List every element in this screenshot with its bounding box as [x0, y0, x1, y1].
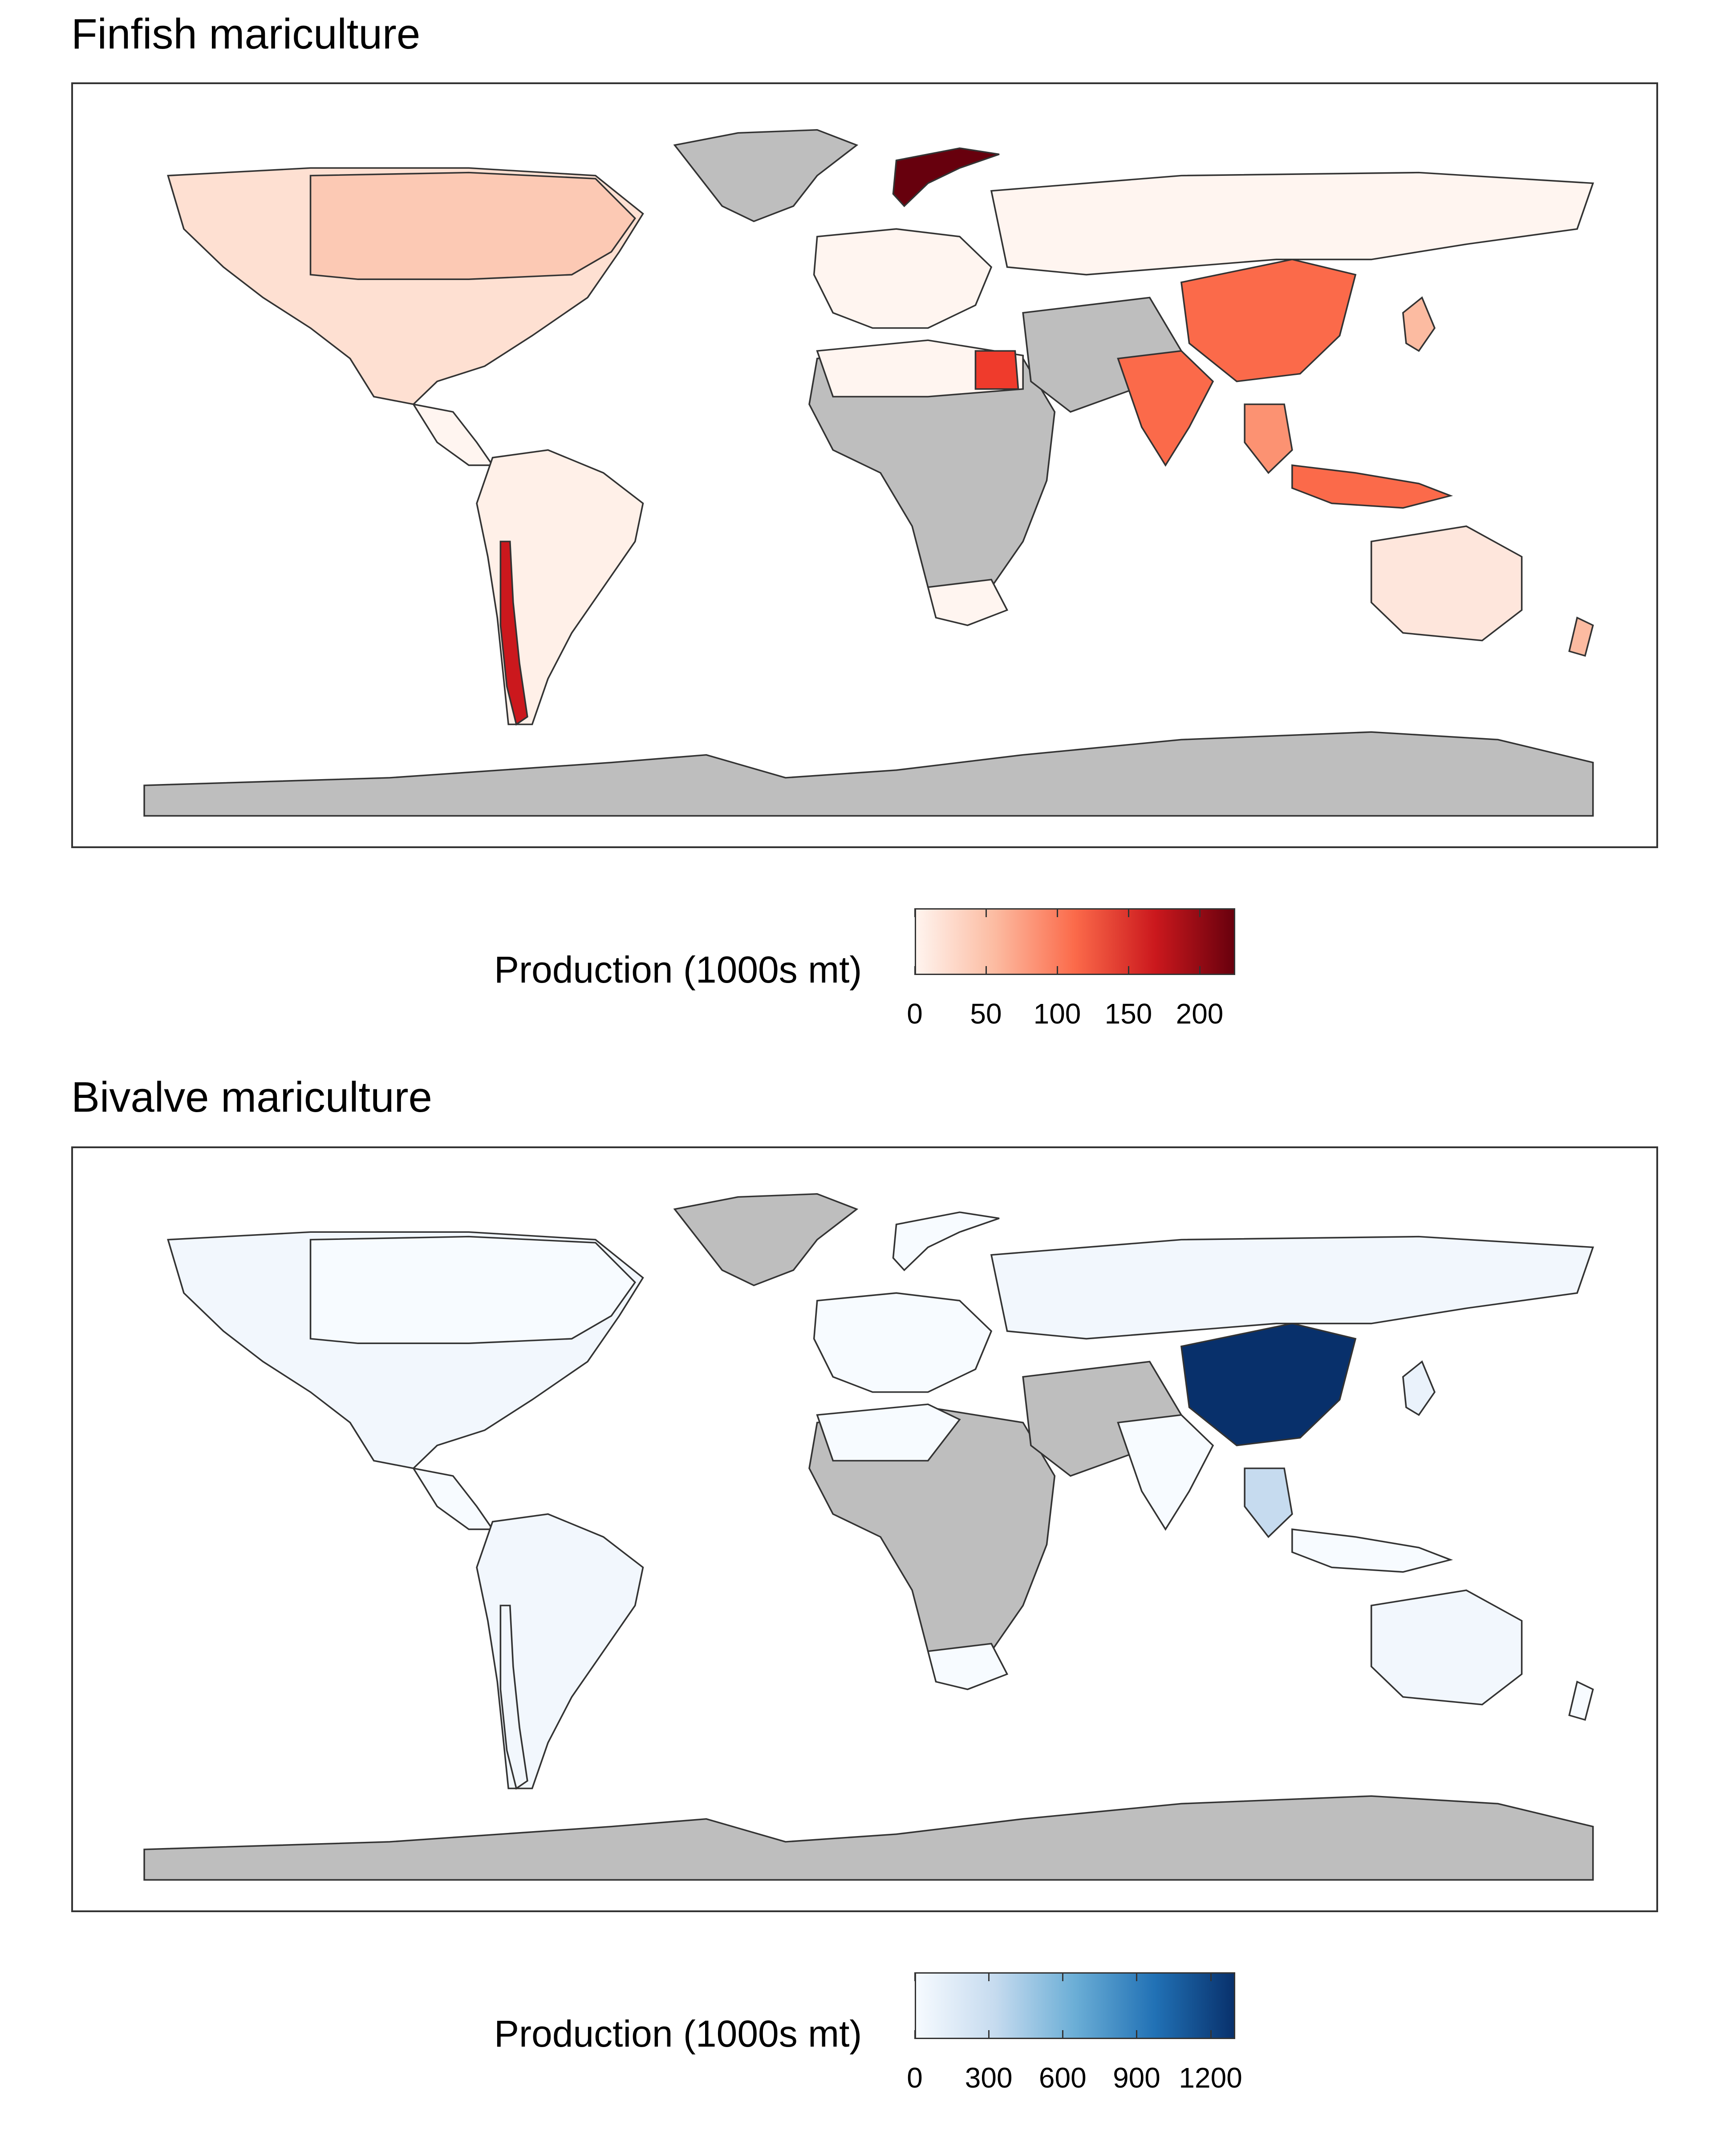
legend-tick	[1128, 966, 1129, 975]
china-region	[1180, 1323, 1357, 1446]
legend-tick-label: 200	[1176, 998, 1224, 1030]
south-africa-region	[927, 1642, 1009, 1690]
map-svg-bivalve	[143, 1193, 1594, 1881]
north-africa-region	[816, 1403, 961, 1462]
legend-title: Production (1000s mt)	[494, 2013, 862, 2055]
legend-tick	[1057, 966, 1058, 975]
world-map-finfish	[71, 82, 1658, 848]
map-svg-finfish	[143, 129, 1594, 817]
australia-region	[1370, 525, 1523, 642]
color-ramp-frame	[915, 1972, 1235, 2039]
legend-tick	[1062, 1972, 1064, 1981]
south-africa-region	[927, 578, 1009, 626]
legend-tick	[988, 1972, 990, 1981]
legend-tick-label: 0	[907, 998, 923, 1030]
legend-tick	[1199, 908, 1201, 917]
norway-region	[892, 147, 1000, 207]
legend-tick	[914, 2030, 916, 2039]
new-zealand-region	[1568, 616, 1594, 657]
color-ramp-gradient	[915, 1972, 1235, 2039]
southeast-asia-region	[1244, 403, 1293, 474]
central-america-region	[412, 1467, 494, 1530]
legend-tick-label: 600	[1038, 2062, 1087, 2094]
europe-region	[813, 1292, 993, 1393]
legend-tick	[1210, 2030, 1212, 2039]
legend-tick-label: 300	[965, 2062, 1013, 2094]
chile-region	[499, 1605, 528, 1790]
legend-finfish: Production (1000s mt) 0 50 100 150 200	[0, 895, 1736, 1030]
legend-tick	[986, 966, 987, 975]
europe-region	[813, 228, 993, 329]
legend-tick-label: 900	[1113, 2062, 1160, 2094]
legend-tick	[914, 966, 916, 975]
legend-tick-label: 150	[1104, 998, 1152, 1030]
color-ramp: 0 50 100 150 200	[907, 908, 1235, 1030]
legend-tick	[1210, 1972, 1212, 1981]
legend-tick	[1128, 908, 1129, 917]
land-layer	[143, 129, 1594, 817]
color-ramp-frame	[915, 908, 1235, 975]
land-layer	[143, 1193, 1594, 1881]
japan-region	[1402, 296, 1436, 352]
australia-region	[1370, 1589, 1523, 1706]
canada-region	[309, 171, 637, 280]
norway-region	[892, 1211, 1000, 1272]
legend-tick-label: 1200	[1179, 2062, 1242, 2094]
antarctica-region	[143, 731, 1594, 817]
color-ramp-gradient	[915, 908, 1235, 975]
russia-region	[990, 1235, 1594, 1340]
legend-tick	[914, 1972, 916, 1981]
india-region	[1117, 1414, 1214, 1531]
legend-title: Production (1000s mt)	[494, 949, 862, 991]
russia-region	[990, 171, 1594, 276]
southeast-asia-region	[1244, 1467, 1293, 1538]
panel-title-bivalve: Bivalve mariculture	[71, 1073, 432, 1121]
central-america-region	[412, 403, 494, 466]
legend-tick-label: 0	[907, 2062, 923, 2094]
legend-tick	[1136, 1972, 1138, 1981]
legend-tick-label: 100	[1033, 998, 1081, 1030]
new-zealand-region	[1568, 1680, 1594, 1721]
world-map-bivalve	[71, 1146, 1658, 1912]
legend-tick	[1199, 966, 1201, 975]
legend-tick	[986, 908, 987, 917]
indonesia-region	[1291, 464, 1453, 509]
legend-tick	[1057, 908, 1058, 917]
greenland-region	[673, 129, 859, 223]
indonesia-region	[1291, 1528, 1453, 1573]
greenland-region	[673, 1193, 859, 1287]
chile-region	[499, 540, 528, 726]
india-region	[1117, 350, 1214, 467]
china-region	[1180, 259, 1357, 382]
egypt-region	[974, 350, 1019, 390]
color-ramp: 0 300 600 900 1200	[907, 1972, 1242, 2094]
panel-title-finfish: Finfish mariculture	[71, 10, 421, 58]
legend-tick	[988, 2030, 990, 2039]
antarctica-region	[143, 1795, 1594, 1881]
legend-tick	[1062, 2030, 1064, 2039]
legend-tick	[914, 908, 916, 917]
canada-region	[309, 1235, 637, 1344]
legend-tick-label: 50	[970, 998, 1002, 1030]
japan-region	[1402, 1360, 1436, 1416]
legend-tick	[1136, 2030, 1138, 2039]
north-africa-region	[816, 339, 1024, 398]
legend-bivalve: Production (1000s mt) 0 300 600 900 1200	[0, 1959, 1736, 2094]
